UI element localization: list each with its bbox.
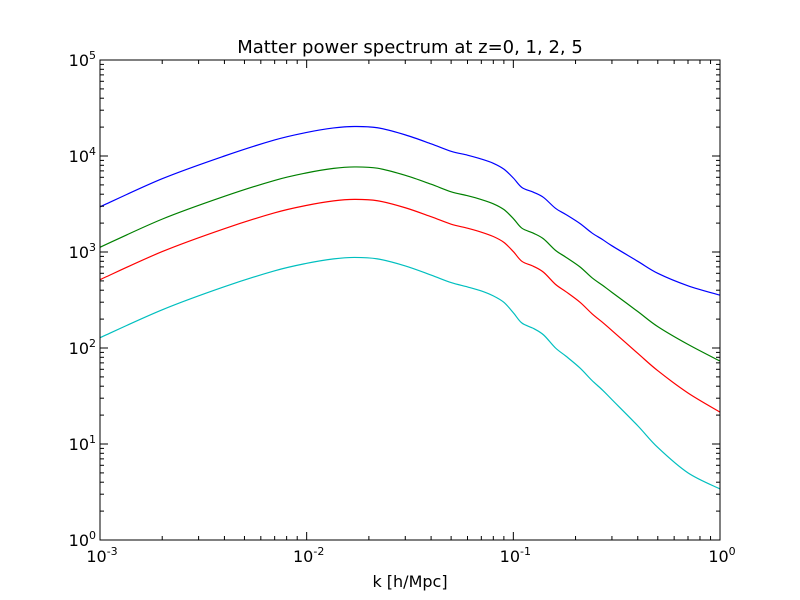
y-tick-label: 104 — [69, 145, 96, 166]
axis-tick-labels: 10-3 10-2 10-1 100 100 101 102 103 104 105 — [69, 49, 736, 566]
y-tick-label: 100 — [69, 529, 96, 550]
series-line-1 — [99, 166, 721, 362]
x-axis-label: k [h/Mpc] — [372, 572, 447, 591]
y-tick-label: 103 — [69, 241, 96, 262]
series-line-2 — [99, 198, 721, 413]
axis-ticks — [99, 59, 721, 541]
y-tick-label: 101 — [69, 433, 96, 454]
y-tick-label: 105 — [69, 49, 96, 70]
y-tick-label: 102 — [69, 337, 96, 358]
x-tick-label: 100 — [708, 545, 735, 566]
series-line-0 — [99, 125, 721, 296]
chart-title: Matter power spectrum at z=0, 1, 2, 5 — [237, 37, 583, 58]
series-line-3 — [99, 256, 721, 490]
x-tick-label: 10-3 — [86, 545, 117, 566]
x-tick-label: 10-2 — [293, 545, 324, 566]
x-tick-label: 10-1 — [500, 545, 531, 566]
plot-area-frame — [99, 59, 721, 541]
series-lines — [99, 125, 721, 490]
